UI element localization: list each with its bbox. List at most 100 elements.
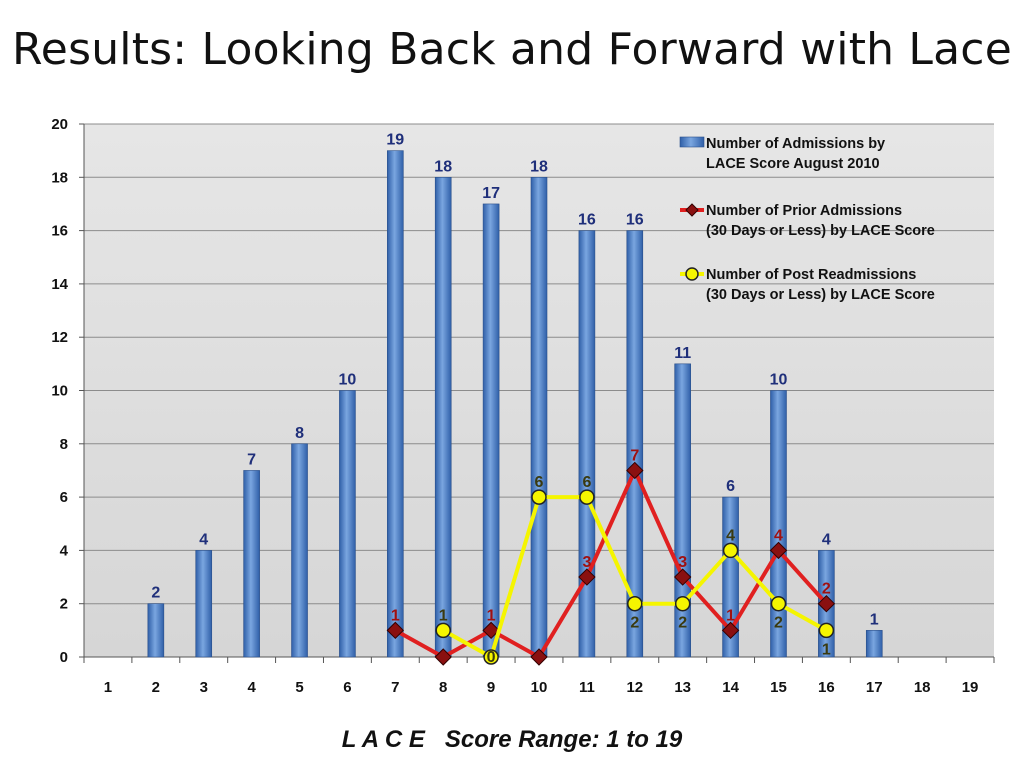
admissions-bar	[770, 390, 787, 658]
legend-post-label: Number of Post Readmissions	[706, 267, 916, 283]
post-readmissions-point	[722, 542, 739, 559]
legend-prior-marker	[685, 203, 699, 217]
prior-value-label: 1	[726, 607, 735, 624]
bar-value-label: 11	[674, 345, 691, 362]
legend: Number of Admissions by LACE Score August…	[679, 136, 935, 303]
admissions-bar	[387, 150, 404, 658]
x-tick-label: 5	[295, 679, 303, 696]
bar-value-label: 10	[339, 372, 357, 389]
x-tick-label: 16	[818, 679, 835, 696]
readmission-lines	[386, 461, 836, 666]
x-tick-label: 15	[770, 679, 787, 696]
legend-post-label: (30 Days or Less) by LACE Score	[706, 287, 935, 303]
x-tick-label: 9	[487, 679, 495, 696]
x-tick-label: 2	[152, 679, 160, 696]
post-readmissions-point	[435, 622, 451, 639]
admissions-bars	[147, 150, 883, 658]
x-tick-label: 7	[391, 679, 399, 696]
bar-value-label: 2	[151, 585, 160, 602]
prior-admissions-point	[530, 648, 548, 666]
x-tick-label: 4	[247, 679, 256, 696]
admissions-bar	[195, 550, 213, 658]
x-tick-label: 10	[531, 679, 548, 696]
y-tick-label: 12	[51, 329, 68, 346]
admissions-bar	[339, 390, 356, 658]
post-readmissions-point	[674, 595, 691, 612]
post-value-label: 2	[630, 615, 639, 632]
bar-value-label: 6	[726, 478, 735, 495]
x-tick-label: 1	[104, 679, 112, 696]
post-value-label: 2	[678, 615, 687, 632]
y-tick-label: 8	[60, 436, 68, 453]
post-value-label: 4	[726, 527, 735, 544]
post-value-label: 6	[535, 474, 544, 491]
bar-value-label: 7	[247, 451, 256, 468]
y-tick-label: 14	[51, 276, 68, 293]
x-tick-label: 14	[722, 679, 739, 696]
bar-value-label: 17	[482, 185, 500, 202]
y-tick-label: 10	[51, 383, 68, 400]
y-tick-label: 4	[60, 542, 69, 559]
prior-admissions-point	[769, 541, 788, 560]
admissions-bar	[530, 177, 548, 658]
x-tick-label: 6	[343, 679, 351, 696]
legend-admissions-label: LACE Score August 2010	[706, 156, 880, 172]
y-tick-label: 6	[60, 489, 68, 506]
y-tick-label: 20	[51, 116, 68, 133]
prior-admissions-point	[434, 648, 452, 666]
legend-prior-label: Number of Prior Admissions	[706, 203, 902, 219]
prior-admissions-point	[721, 621, 740, 640]
x-tick-label: 3	[200, 679, 208, 696]
prior-admissions-point	[578, 568, 596, 586]
bar-value-label: 4	[822, 531, 831, 548]
x-tick-label: 18	[914, 679, 931, 696]
prior-admissions-point	[673, 568, 692, 586]
prior-admissions-point	[626, 461, 644, 480]
admissions-bar	[674, 363, 691, 658]
post-value-label: 1	[439, 607, 448, 624]
prior-value-label: 4	[774, 527, 783, 544]
x-tick-label: 13	[674, 679, 691, 696]
admissions-bar	[291, 443, 308, 658]
post-readmissions-point	[579, 489, 595, 505]
post-value-label: 1	[822, 641, 831, 658]
legend-prior-label: (30 Days or Less) by LACE Score	[706, 223, 935, 239]
bar-value-label: 4	[199, 531, 208, 548]
admissions-bar	[722, 496, 739, 658]
y-tick-label: 2	[60, 596, 68, 613]
x-tick-label: 8	[439, 679, 447, 696]
post-readmissions-point	[531, 489, 547, 505]
x-tick-label: 12	[626, 679, 643, 696]
bar-value-label: 8	[295, 425, 304, 442]
bar-value-label: 18	[530, 158, 548, 175]
legend-post-marker	[685, 267, 699, 281]
prior-admissions-point	[386, 621, 405, 640]
admissions-bar	[147, 603, 165, 658]
bar-value-label: 10	[770, 372, 788, 389]
post-readmissions-point	[483, 649, 499, 665]
y-tick-label: 18	[51, 169, 68, 186]
admissions-bar	[626, 230, 644, 658]
prior-admissions-point	[817, 594, 836, 613]
admissions-bar	[482, 203, 500, 658]
bar-value-label: 16	[578, 212, 596, 229]
legend-bar-swatch	[679, 136, 705, 148]
x-tick-label: 11	[579, 679, 595, 696]
slide-title: Results: Looking Back and Forward with L…	[12, 24, 1012, 75]
y-tick-label: 16	[51, 223, 68, 240]
legend-admissions-label: Number of Admissions by	[706, 136, 885, 152]
post-value-label: 0	[487, 649, 496, 666]
bar-value-label: 1	[870, 611, 879, 628]
admissions-bar	[865, 630, 883, 658]
admissions-bar	[434, 177, 452, 658]
x-tick-label: 17	[866, 679, 883, 696]
prior-value-label: 1	[487, 607, 496, 624]
prior-value-label: 1	[391, 607, 400, 624]
prior-value-label: 2	[822, 581, 831, 598]
admissions-bar	[243, 470, 260, 658]
bar-value-label: 16	[626, 212, 644, 229]
post-readmissions-point	[770, 595, 787, 612]
prior-value-label: 3	[582, 554, 591, 571]
